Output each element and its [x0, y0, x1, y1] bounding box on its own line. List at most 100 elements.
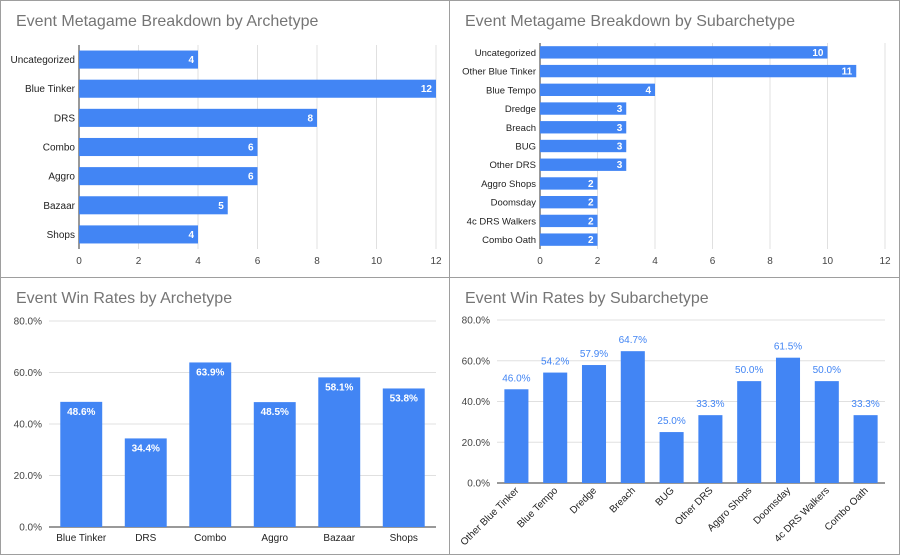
bar — [581, 365, 607, 483]
category-label: Dredge — [568, 485, 599, 516]
bar — [814, 381, 839, 483]
tick-label: 10 — [822, 256, 834, 267]
data-label: 53.8% — [390, 393, 418, 404]
data-label: 3 — [617, 142, 623, 153]
bar — [79, 79, 436, 98]
data-label: 6 — [248, 172, 254, 183]
tick-label: 8 — [767, 256, 773, 267]
tick-label: 80.0% — [14, 317, 42, 328]
bar — [60, 401, 103, 527]
data-label: 5 — [218, 201, 224, 212]
category-label: Aggro Shops — [481, 179, 536, 190]
data-label: 58.1% — [325, 382, 353, 393]
category-label: DRS — [54, 113, 75, 124]
data-label: 33.3% — [851, 399, 879, 410]
data-label: 48.5% — [261, 407, 289, 418]
data-label: 57.9% — [580, 349, 608, 360]
category-label: Breach — [506, 123, 536, 134]
tick-label: 0.0% — [19, 523, 42, 534]
chart-svg: 0.0% 20.0% 40.0% 60.0% 80.0% 48.6% Blue Tinker… — [14, 317, 436, 544]
tick-label: 80.0% — [462, 316, 490, 327]
chart-svg: 0 2 4 6 8 10 12 Uncategorized 4 Blue Tinker 12 DRS 8… — [11, 45, 442, 267]
data-label: 4 — [188, 230, 194, 241]
data-label: 50.0% — [813, 365, 841, 376]
category-label: Combo — [43, 143, 76, 154]
category-label: Breach — [608, 485, 638, 515]
tick-label: 6 — [255, 256, 261, 267]
tick-label: 6 — [710, 256, 716, 267]
chart-panel-archetype-breakdown: Event Metagame Breakdown by Archetype 0 2… — [0, 0, 450, 278]
data-label: 4 — [188, 55, 194, 66]
tick-label: 4 — [652, 256, 658, 267]
bar — [540, 121, 627, 134]
category-label: Other Blue Tinker — [459, 485, 522, 548]
bar — [540, 233, 598, 246]
bar — [540, 177, 598, 190]
bar — [540, 46, 828, 59]
bar — [540, 196, 598, 209]
data-label: 11 — [842, 67, 853, 78]
tick-label: 40.0% — [14, 420, 42, 431]
bar — [504, 389, 529, 483]
category-label: Aggro — [48, 172, 75, 183]
category-label: Dredge — [505, 104, 536, 115]
bar — [698, 415, 723, 483]
chart-title: Event Metagame Breakdown by Archetype — [16, 13, 319, 30]
category-label: 4c DRS Walkers — [467, 216, 537, 227]
tick-label: 40.0% — [462, 397, 490, 408]
tick-label: 20.0% — [462, 438, 490, 449]
chart-title: Event Metagame Breakdown by Subarchetype — [465, 13, 795, 30]
bar — [189, 362, 232, 527]
category-label: Shops — [47, 230, 75, 241]
data-label: 2 — [588, 179, 594, 190]
bar — [540, 102, 627, 115]
tick-label: 60.0% — [462, 356, 490, 367]
data-label: 2 — [588, 198, 594, 209]
tick-label: 8 — [314, 256, 320, 267]
bar — [540, 214, 598, 228]
category-label: Other Blue Tinker — [462, 67, 536, 78]
data-label: 3 — [617, 104, 623, 115]
tick-label: 60.0% — [14, 368, 42, 379]
bar — [620, 351, 645, 483]
bar — [79, 167, 258, 186]
category-label: DRS — [135, 533, 156, 544]
bar — [853, 415, 878, 483]
bar — [543, 372, 568, 483]
chart-svg: 0 2 4 6 8 10 12 Uncategorized 10 Other Blue Tinke… — [462, 43, 891, 267]
tick-label: 20.0% — [14, 471, 42, 482]
category-label: Uncategorized — [11, 55, 75, 66]
category-label: Uncategorized — [475, 48, 536, 59]
category-label: Bazaar — [43, 201, 75, 212]
category-label: Aggro — [261, 533, 288, 544]
tick-label: 0 — [537, 256, 543, 267]
chart-svg: 0.0% 20.0% 40.0% 60.0% 80.0% 46.0% Other Blue … — [459, 316, 885, 548]
data-label: 54.2% — [541, 357, 569, 368]
data-label: 50.0% — [735, 365, 763, 376]
data-label: 10 — [812, 48, 824, 59]
bar — [540, 64, 857, 78]
data-label: 3 — [617, 123, 623, 134]
data-label: 12 — [421, 84, 433, 95]
data-label: 33.3% — [696, 399, 724, 410]
category-label: Blue Tempo — [515, 485, 560, 530]
category-label: Shops — [390, 533, 418, 544]
data-label: 2 — [588, 235, 594, 246]
category-label: Bazaar — [323, 533, 355, 544]
tick-label: 2 — [595, 256, 601, 267]
bar — [318, 377, 361, 527]
data-label: 3 — [617, 160, 623, 171]
data-label: 64.7% — [619, 335, 647, 346]
category-label: Blue Tempo — [486, 85, 536, 96]
category-label: Blue Tinker — [25, 84, 76, 95]
category-label: Doomsday — [752, 485, 794, 527]
tick-label: 0 — [76, 256, 82, 267]
category-label: Blue Tinker — [56, 533, 107, 544]
bar — [540, 158, 627, 171]
bar — [382, 388, 425, 527]
tick-label: 12 — [879, 256, 891, 267]
bar — [659, 432, 684, 483]
data-label: 34.4% — [132, 443, 160, 454]
bar — [253, 402, 296, 527]
